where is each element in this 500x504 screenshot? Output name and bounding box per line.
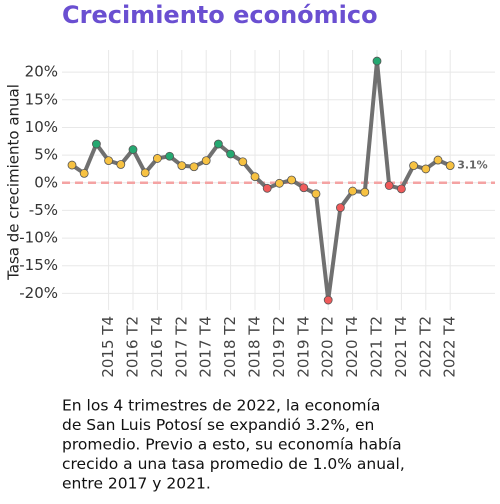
description-line: En los 4 trimestres de 2022, la economía xyxy=(62,397,380,415)
data-point xyxy=(116,160,126,169)
data-point xyxy=(128,145,138,154)
y-tick-label: -5% xyxy=(29,201,58,219)
data-point xyxy=(226,149,236,159)
data-point xyxy=(213,139,223,149)
data-point xyxy=(311,189,321,199)
data-point xyxy=(238,157,248,167)
data-point xyxy=(287,175,297,185)
data-point xyxy=(201,156,211,166)
data-point xyxy=(165,151,175,161)
y-tick-label: 5% xyxy=(34,146,58,164)
x-tick-label: 2019 T2 xyxy=(270,316,288,378)
data-point xyxy=(250,172,260,182)
y-tick-label: 20% xyxy=(25,63,58,81)
x-tick-label: 2022 T4 xyxy=(441,316,459,378)
x-tick-label: 2018 T4 xyxy=(246,316,264,378)
data-point xyxy=(140,168,150,178)
data-point xyxy=(409,161,419,171)
data-point xyxy=(262,183,272,193)
y-tick-label: -10% xyxy=(19,229,58,247)
y-tick-label: -20% xyxy=(19,284,58,302)
x-tick-label: 2018 T2 xyxy=(221,316,239,378)
description-line: entre 2017 y 2021. xyxy=(62,475,211,493)
data-point xyxy=(299,183,309,193)
x-tick-label: 2022 T2 xyxy=(416,316,434,378)
y-tick-label: 10% xyxy=(25,118,58,136)
y-tick-label: -15% xyxy=(19,256,58,274)
data-point xyxy=(177,161,187,171)
description-line: de San Luis Potosí se expandió 3.2%, en xyxy=(62,416,374,434)
y-axis-label: Tasa de crecimiento anual xyxy=(5,84,23,281)
data-point xyxy=(92,139,101,149)
data-point xyxy=(445,161,455,171)
y-tick-label: 0% xyxy=(34,173,58,191)
data-point xyxy=(335,203,345,213)
data-label: 3.1% xyxy=(457,159,488,172)
data-point xyxy=(396,184,406,194)
x-tick-label: 2016 T2 xyxy=(124,316,142,378)
y-tick-label: 15% xyxy=(25,90,58,108)
x-tick-label: 2017 T2 xyxy=(172,316,190,378)
data-point xyxy=(274,178,284,188)
chart-title: Crecimiento económico xyxy=(62,1,378,29)
x-tick-label: 2021 T2 xyxy=(368,316,386,378)
data-point xyxy=(152,154,162,163)
data-point xyxy=(189,162,199,172)
x-tick-label: 2021 T4 xyxy=(392,316,410,378)
x-tick-label: 2019 T4 xyxy=(294,316,312,378)
data-point xyxy=(360,187,370,197)
x-tick-label: 2017 T4 xyxy=(197,316,215,378)
data-point xyxy=(67,160,77,170)
x-tick-label: 2020 T4 xyxy=(343,316,361,378)
data-point xyxy=(421,164,431,174)
data-point xyxy=(433,155,443,165)
x-tick-label: 2015 T4 xyxy=(99,316,117,378)
data-point xyxy=(348,186,358,196)
x-tick-label: 2020 T2 xyxy=(319,316,337,378)
x-tick-label: 2016 T4 xyxy=(148,316,166,378)
description-line: crecido a una tasa promedio de 1.0% anua… xyxy=(62,455,405,473)
data-point xyxy=(323,295,333,305)
data-point xyxy=(384,181,394,190)
data-point xyxy=(79,168,89,178)
data-point xyxy=(372,56,382,66)
description-line: promedio. Previo a esto, su economía hab… xyxy=(62,436,402,454)
data-point xyxy=(104,156,113,166)
data-line xyxy=(70,59,452,303)
